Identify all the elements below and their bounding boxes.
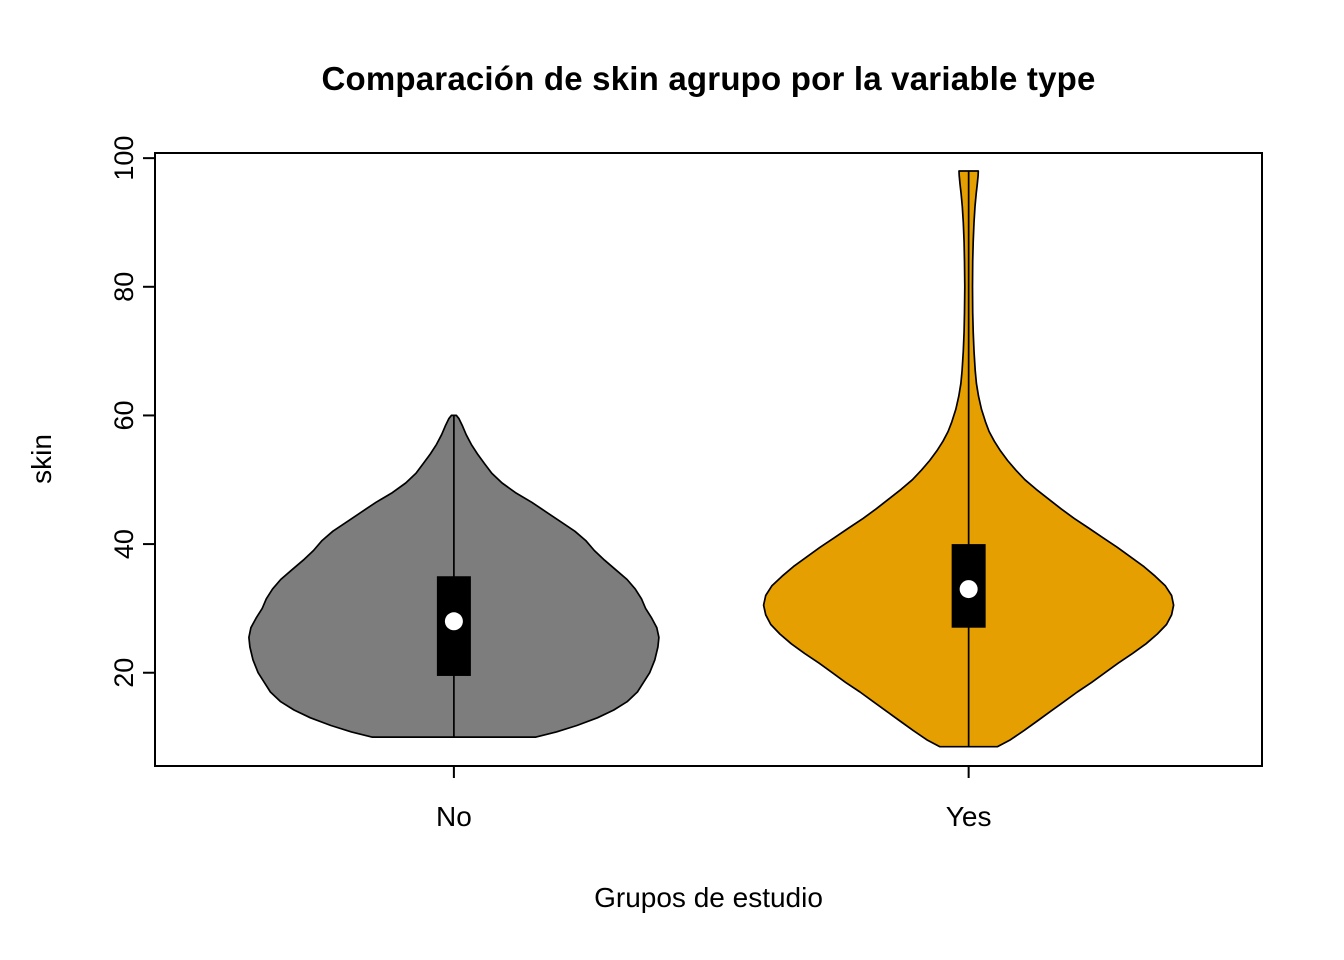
x-axis-label: Grupos de estudio — [594, 882, 823, 913]
y-tick-label-60: 60 — [109, 400, 139, 430]
median-dot-no — [444, 612, 463, 631]
y-tick-label-100: 100 — [109, 136, 139, 181]
x-tick-label-no: No — [436, 801, 472, 832]
median-dot-yes — [959, 580, 978, 599]
y-tick-label-20: 20 — [109, 658, 139, 688]
plot-border — [154, 152, 1263, 767]
y-axis-label: skin — [26, 434, 57, 484]
x-tick-label-yes: Yes — [946, 801, 992, 832]
chart-title: Comparación de skin agrupo por la variab… — [321, 60, 1096, 97]
y-tick-label-40: 40 — [109, 529, 139, 559]
y-tick-label-80: 80 — [109, 272, 139, 302]
